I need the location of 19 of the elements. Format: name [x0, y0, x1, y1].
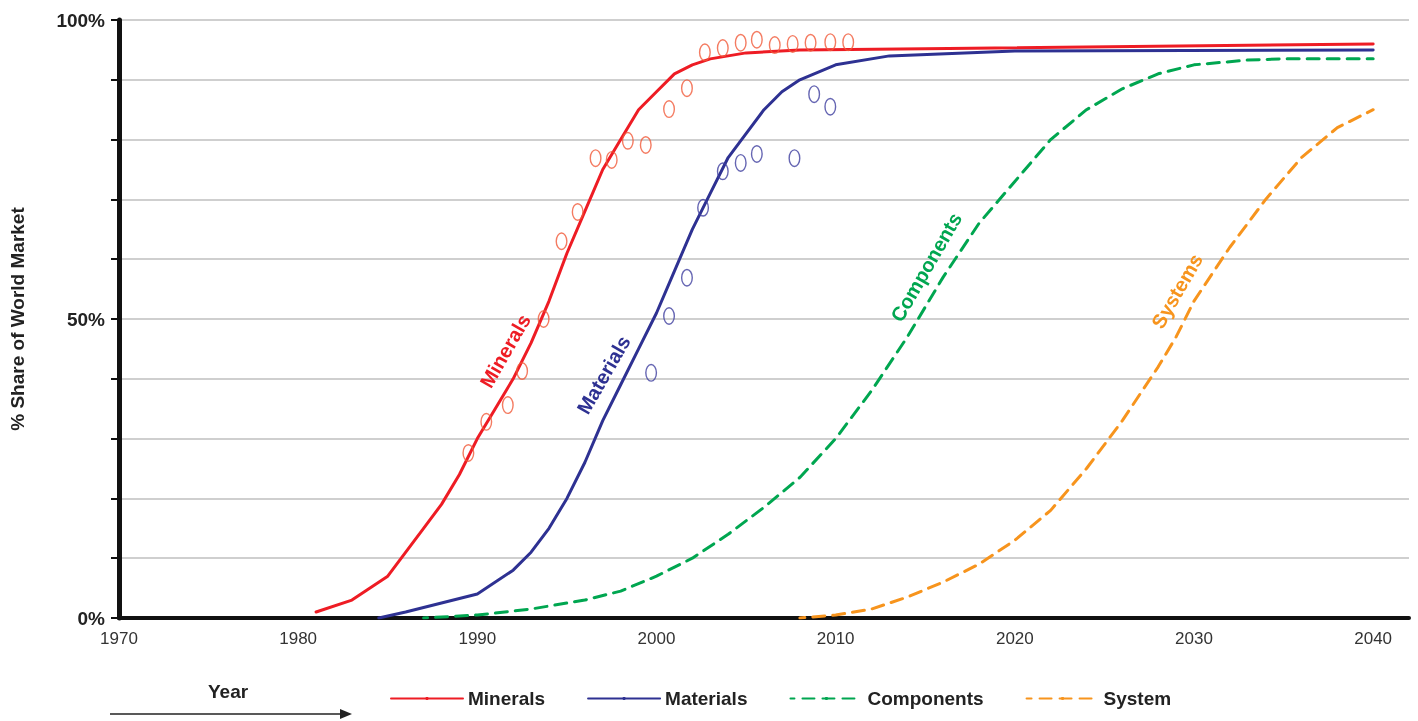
y-tick-label: 50% — [66, 308, 106, 330]
point — [537, 310, 550, 328]
x-tick-label: 1990 — [458, 629, 497, 648]
x-tick-label: 1980 — [279, 629, 318, 648]
x-tick-label: 1970 — [100, 629, 138, 648]
line-series — [798, 108, 1375, 620]
legend-label: Minerals — [468, 688, 546, 709]
x-tick-label: 2000 — [637, 629, 676, 648]
y-axis-title: % Share of World Market — [7, 206, 28, 431]
x-axis-title: Year — [208, 681, 249, 702]
legend-label: System — [1103, 688, 1172, 709]
legend-label: Materials — [665, 688, 748, 709]
x-tick-label: 2030 — [1175, 629, 1213, 648]
x-tick-label: 2010 — [816, 629, 855, 648]
x-tick-label: 2040 — [1354, 629, 1393, 648]
x-tick-label: 2020 — [995, 629, 1034, 648]
legend-label: Components — [867, 688, 984, 709]
y-tick-label: 100% — [56, 9, 106, 31]
y-tick-label: 0% — [77, 607, 106, 629]
